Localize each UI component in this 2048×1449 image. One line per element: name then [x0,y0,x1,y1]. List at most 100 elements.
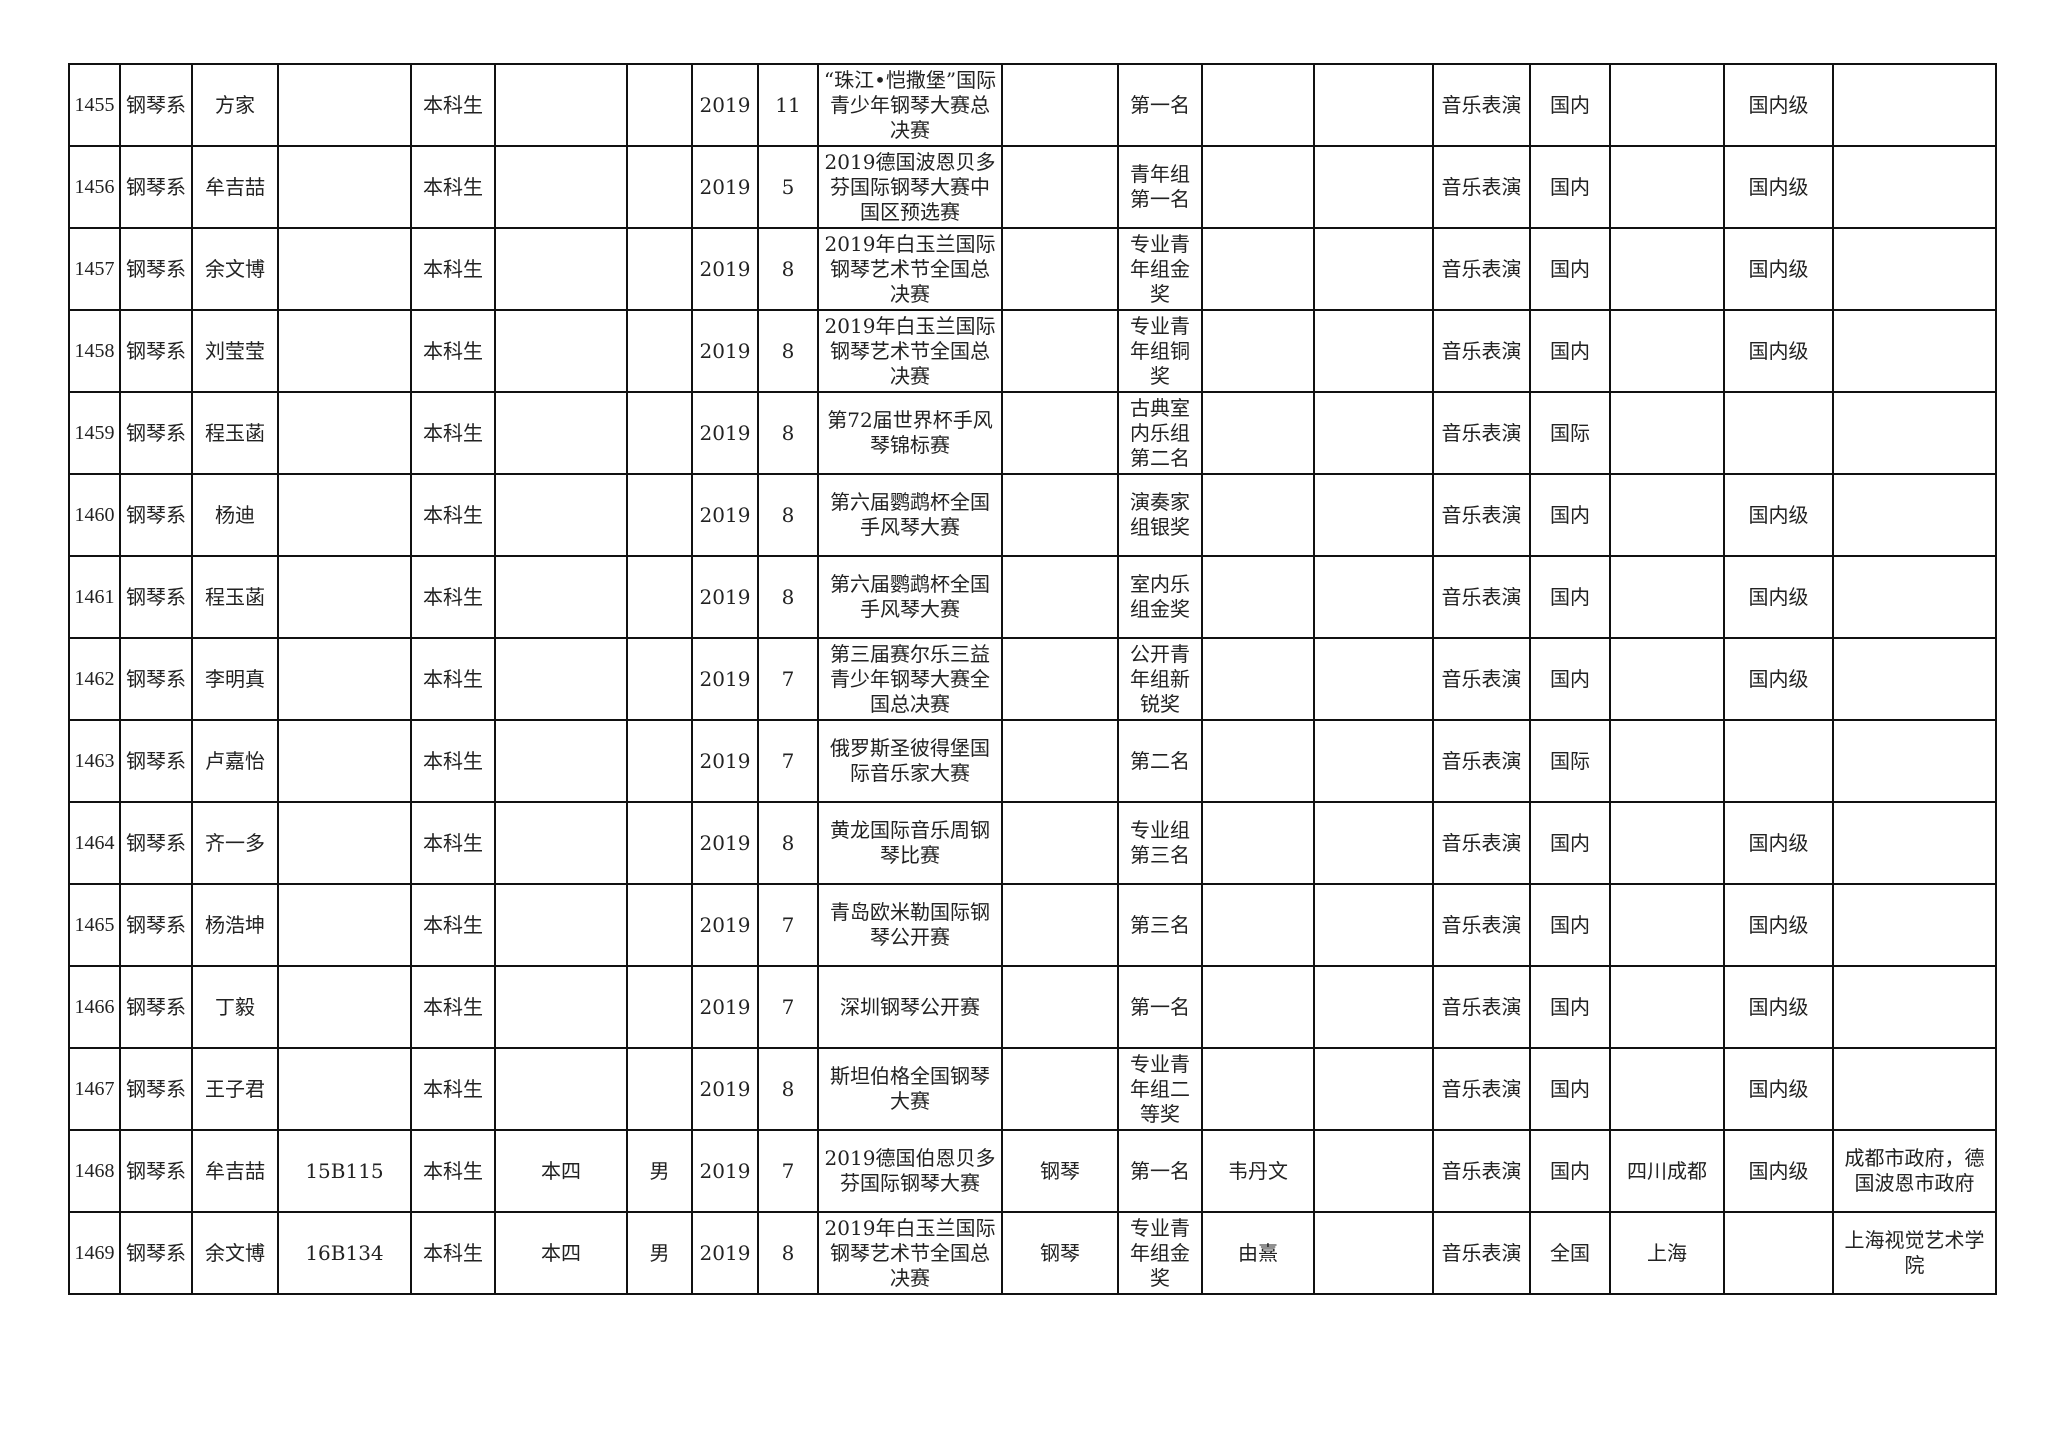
cell-organizer [1832,555,1997,639]
cell-organizer [1832,473,1997,557]
cell-instrument [1001,391,1119,475]
cell-student-id: 15B115 [277,1129,412,1213]
cell-organizer [1832,1047,1997,1131]
cell-degree-level: 本科生 [410,965,496,1049]
cell-level: 国内级 [1723,1129,1834,1213]
cell-year: 2019 [691,391,759,475]
cell-student-name: 余文博 [191,1211,279,1295]
cell-discipline: 音乐表演 [1432,965,1531,1049]
cell-competition-name: 2019年白玉兰国际钢琴艺术节全国总决赛 [817,227,1003,311]
cell-advisor [1201,1047,1315,1131]
cell-instrument [1001,1047,1119,1131]
cell-month: 8 [757,227,819,311]
cell-scope: 国内 [1529,145,1611,229]
cell-student-id [277,801,412,885]
cell-location [1609,719,1725,803]
cell-gender [626,227,693,311]
cell-department: 钢琴系 [119,1129,193,1213]
cell-organizer [1832,801,1997,885]
table-row: 1460 钢琴系 杨迪 本科生 2019 8 第六届鹦鹉杯全国手风琴大赛 演奏家组银奖 音乐表演… [68,473,1997,557]
cell-scope: 国内 [1529,555,1611,639]
cell-gender [626,1047,693,1131]
cell-discipline: 音乐表演 [1432,883,1531,967]
cell-level: 国内级 [1723,965,1834,1049]
cell-department: 钢琴系 [119,145,193,229]
cell-degree-level: 本科生 [410,1047,496,1131]
cell-year: 2019 [691,309,759,393]
cell-degree-level: 本科生 [410,719,496,803]
cell-degree-level: 本科生 [410,555,496,639]
cell-student-name: 余文博 [191,227,279,311]
cell-location [1609,883,1725,967]
cell-instrument [1001,473,1119,557]
cell-level [1723,1211,1834,1295]
cell-row-number: 1458 [68,309,121,393]
cell-blank-column [1313,1129,1434,1213]
cell-grade [494,801,628,885]
cell-blank-column [1313,473,1434,557]
cell-month: 8 [757,473,819,557]
cell-degree-level: 本科生 [410,227,496,311]
cell-gender [626,637,693,721]
cell-degree-level: 本科生 [410,1129,496,1213]
cell-student-name: 王子君 [191,1047,279,1131]
cell-department: 钢琴系 [119,555,193,639]
cell-scope: 国内 [1529,227,1611,311]
cell-student-name: 牟吉喆 [191,1129,279,1213]
cell-level: 国内级 [1723,801,1834,885]
cell-scope: 国内 [1529,965,1611,1049]
cell-competition-name: “珠江•恺撒堡”国际青少年钢琴大赛总决赛 [817,63,1003,147]
cell-row-number: 1457 [68,227,121,311]
cell-instrument [1001,719,1119,803]
cell-department: 钢琴系 [119,227,193,311]
cell-discipline: 音乐表演 [1432,719,1531,803]
cell-degree-level: 本科生 [410,801,496,885]
cell-year: 2019 [691,719,759,803]
cell-student-id [277,719,412,803]
cell-organizer [1832,227,1997,311]
cell-grade [494,227,628,311]
cell-gender [626,473,693,557]
cell-year: 2019 [691,473,759,557]
cell-grade: 本四 [494,1211,628,1295]
cell-location [1609,145,1725,229]
cell-level: 国内级 [1723,1047,1834,1131]
table-row: 1458 钢琴系 刘莹莹 本科生 2019 8 2019年白玉兰国际钢琴艺术节全国总决赛 专业… [68,309,1997,393]
cell-location [1609,473,1725,557]
cell-month: 8 [757,309,819,393]
cell-student-name: 李明真 [191,637,279,721]
cell-month: 8 [757,555,819,639]
cell-row-number: 1459 [68,391,121,475]
cell-department: 钢琴系 [119,1211,193,1295]
cell-row-number: 1456 [68,145,121,229]
cell-location [1609,227,1725,311]
cell-competition-name: 第72届世界杯手风琴锦标赛 [817,391,1003,475]
cell-student-id [277,883,412,967]
cell-blank-column [1313,637,1434,721]
cell-degree-level: 本科生 [410,883,496,967]
cell-scope: 全国 [1529,1211,1611,1295]
cell-discipline: 音乐表演 [1432,309,1531,393]
cell-gender: 男 [626,1129,693,1213]
cell-level [1723,391,1834,475]
cell-department: 钢琴系 [119,965,193,1049]
cell-student-id [277,965,412,1049]
cell-student-id [277,63,412,147]
cell-grade [494,637,628,721]
cell-discipline: 音乐表演 [1432,1047,1531,1131]
cell-student-name: 刘莹莹 [191,309,279,393]
cell-grade [494,1047,628,1131]
cell-row-number: 1468 [68,1129,121,1213]
cell-discipline: 音乐表演 [1432,473,1531,557]
cell-organizer [1832,637,1997,721]
cell-organizer [1832,391,1997,475]
cell-advisor [1201,801,1315,885]
table-row: 1463 钢琴系 卢嘉怡 本科生 2019 7 俄罗斯圣彼得堡国际音乐家大赛 第二名 音乐表演国… [68,719,1997,803]
cell-student-name: 程玉菡 [191,555,279,639]
table-row: 1466 钢琴系 丁毅 本科生 2019 7 深圳钢琴公开赛 第一名 音乐表演 国内 国内级 [68,965,1997,1049]
cell-advisor [1201,883,1315,967]
cell-grade [494,145,628,229]
cell-grade [494,965,628,1049]
cell-award: 演奏家组银奖 [1117,473,1203,557]
cell-grade [494,391,628,475]
